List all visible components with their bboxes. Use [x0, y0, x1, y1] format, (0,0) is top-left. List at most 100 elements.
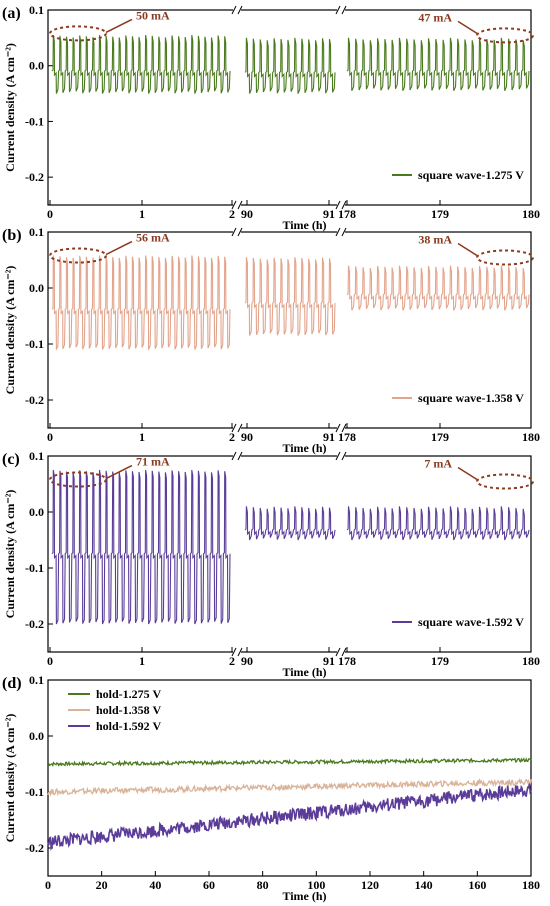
legend-label: square wave-1.358 V — [418, 391, 524, 405]
annotation-arrow — [105, 18, 133, 34]
y-tick-label: -0.2 — [25, 170, 44, 184]
y-tick-label: -0.2 — [25, 393, 44, 407]
series-line — [47, 777, 532, 797]
axis-break-gap — [233, 648, 241, 656]
series-line — [51, 35, 231, 94]
series-line — [51, 469, 231, 625]
series-line — [47, 783, 532, 852]
x-tick-label: 91 — [323, 207, 335, 221]
axis-break-mark — [335, 451, 341, 461]
x-tick-label: 179 — [431, 654, 449, 668]
x-tick-label: 180 — [522, 654, 540, 668]
annotation-label: 38 mA — [418, 233, 452, 247]
annotation-arrow — [457, 466, 478, 481]
x-tick-label: 91 — [323, 430, 335, 444]
y-tick-label: -0.1 — [25, 114, 44, 128]
series-line — [244, 257, 336, 336]
axis-break-mark — [335, 227, 341, 237]
x-axis-label: Time (h) — [282, 441, 326, 455]
axis-break-gap — [337, 648, 345, 656]
annotation-label: 7 mA — [424, 457, 452, 471]
x-tick-label: 1 — [139, 654, 145, 668]
axis-break-mark — [237, 200, 243, 210]
plot-frame — [47, 231, 532, 429]
y-tick-label: 0.0 — [29, 729, 44, 743]
panel-b — [47, 231, 532, 429]
annotation-label: 71 mA — [136, 455, 170, 469]
series-line — [346, 506, 530, 541]
x-tick-label: 180 — [522, 878, 540, 892]
x-tick-label: 160 — [468, 878, 486, 892]
axis-break-mark — [335, 423, 341, 433]
series-line — [346, 37, 530, 92]
x-axis-label: Time (h) — [282, 889, 326, 903]
x-tick-label: 178 — [338, 207, 356, 221]
axis-break-mark — [341, 5, 347, 15]
x-axis-label: Time (h) — [282, 665, 326, 679]
plot-frame — [47, 455, 532, 653]
y-tick-label: 0.0 — [29, 505, 44, 519]
x-tick-label: 0 — [47, 430, 53, 444]
x-tick-label: 180 — [522, 430, 540, 444]
panel-c — [47, 455, 532, 653]
x-tick-label: 2 — [229, 430, 235, 444]
panel-label: (a) — [2, 5, 21, 22]
y-tick-label: 0.1 — [29, 673, 44, 687]
legend-label: hold-1.275 V — [96, 687, 161, 701]
axis-break-gap — [337, 228, 345, 236]
annotation-ellipse — [49, 25, 107, 42]
axis-break-mark — [341, 423, 347, 433]
legend-label: hold-1.358 V — [96, 703, 161, 717]
axis-break-mark — [237, 647, 243, 657]
annotation-arrow — [105, 464, 133, 480]
y-tick-label: -0.2 — [25, 617, 44, 631]
x-tick-label: 0 — [45, 878, 51, 892]
y-axis-label: Current density (A cm⁻²) — [3, 43, 17, 172]
axis-break-mark — [237, 423, 243, 433]
y-axis-label: Current density (A cm⁻²) — [3, 490, 17, 619]
axis-break-mark — [231, 423, 237, 433]
panel-label: (c) — [2, 451, 20, 468]
plot-frame — [47, 679, 532, 877]
axis-break-mark — [231, 5, 237, 15]
series-line — [47, 756, 532, 768]
axis-break-mark — [341, 647, 347, 657]
x-tick-label: 80 — [257, 878, 269, 892]
annotation-ellipse — [476, 27, 534, 44]
axis-break-mark — [335, 200, 341, 210]
series-line — [244, 37, 336, 94]
axis-break-mark — [237, 227, 243, 237]
x-tick-label: 90 — [241, 654, 253, 668]
annotation-ellipse — [49, 471, 107, 488]
x-tick-label: 0 — [47, 207, 53, 221]
series-line — [51, 255, 231, 350]
annotation-arrow — [457, 242, 478, 257]
y-axis-label: Current density (A cm⁻²) — [3, 266, 17, 395]
axis-break-gap — [337, 201, 345, 209]
annotation-label: 50 mA — [136, 8, 170, 22]
panel-label: (d) — [2, 675, 22, 692]
axis-break-gap — [233, 424, 241, 432]
y-tick-label: 0.1 — [29, 449, 44, 463]
axis-break-mark — [341, 451, 347, 461]
axis-break-mark — [341, 200, 347, 210]
axis-break-gap — [233, 6, 241, 14]
x-tick-label: 179 — [431, 430, 449, 444]
axis-break-gap — [233, 201, 241, 209]
y-tick-label: -0.1 — [25, 337, 44, 351]
x-tick-label: 1 — [139, 430, 145, 444]
axis-break-gap — [337, 6, 345, 14]
x-tick-label: 20 — [96, 878, 108, 892]
axis-break-mark — [237, 451, 243, 461]
x-tick-label: 100 — [307, 878, 325, 892]
x-tick-label: 120 — [361, 878, 379, 892]
x-tick-label: 178 — [338, 654, 356, 668]
x-tick-label: 180 — [522, 207, 540, 221]
x-tick-label: 178 — [338, 430, 356, 444]
x-tick-label: 140 — [415, 878, 433, 892]
x-axis-label: Time (h) — [282, 218, 326, 232]
x-tick-label: 1 — [139, 207, 145, 221]
axis-break-mark — [335, 647, 341, 657]
x-tick-label: 179 — [431, 207, 449, 221]
axis-break-mark — [231, 647, 237, 657]
